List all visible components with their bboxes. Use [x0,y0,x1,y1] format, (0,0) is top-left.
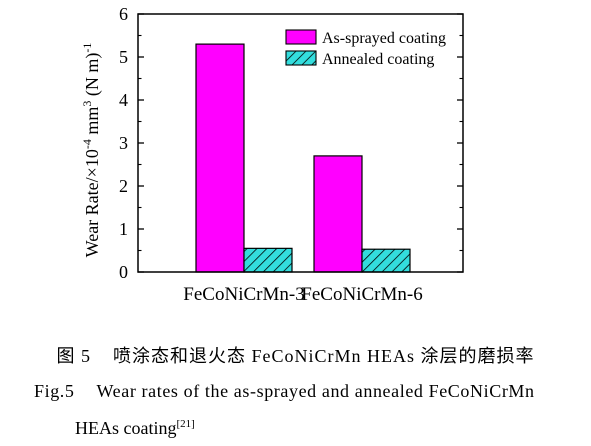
caption-cn-label: 图 5 [56,346,91,366]
legend-swatch-as-sprayed [285,29,317,45]
y-tick-label: 6 [119,4,128,24]
figure-caption-chinese: 图 5 喷涂态和退火态 FeCoNiCrMn HEAs 涂层的磨损率 [0,342,591,368]
legend-label-annealed: Annealed coating [322,51,434,68]
figure-caption-english: Fig.5 Wear rates of the as-sprayed and an… [34,381,591,402]
y-axis-label-superscript: -1 [80,43,94,53]
y-axis-label-part: (N m) [82,53,103,101]
y-tick-label: 1 [119,219,128,239]
caption-en-text-line1: Wear rates of the as-sprayed and anneale… [96,381,535,401]
y-axis-label-part: Wear Rate/×10 [82,149,102,257]
caption-reference: [21] [176,418,195,430]
legend-swatch-annealed [285,50,317,66]
bar-as-sprayed-2 [313,155,363,273]
bar-as-sprayed-1 [195,43,245,273]
legend-label-as-sprayed: As-sprayed coating [322,30,446,47]
y-tick-label: 4 [119,90,128,110]
figure-caption-english-line2: HEAs coating[21] [75,418,591,439]
y-axis-label-superscript: 3 [80,101,94,107]
y-tick-label: 0 [119,262,128,282]
legend: As-sprayed coating Annealed coating [285,29,446,68]
y-axis-label: Wear Rate/×10-4 mm3 (N m)-1 [80,43,103,258]
bar-annealed-1 [243,247,293,273]
y-axis-label-part: mm [82,107,102,140]
x-tick-label: FeCoNiCrMn-3 [183,284,304,305]
x-tick-label: FeCoNiCrMn-6 [301,284,422,305]
bar-layer [195,43,411,273]
y-tick-label: 2 [119,176,128,196]
caption-en-label: Fig.5 [34,381,75,401]
bar-annealed-2 [361,248,411,273]
y-tick-label: 5 [119,47,128,67]
y-axis-label-superscript: -4 [80,139,94,149]
caption-en-text-line2: HEAs coating [75,418,177,438]
caption-cn-text: 喷涂态和退火态 FeCoNiCrMn HEAs 涂层的磨损率 [112,346,535,366]
y-tick-label: 3 [119,133,128,153]
